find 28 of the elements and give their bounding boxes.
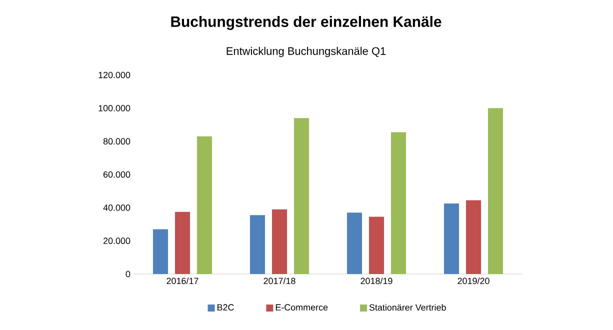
y-tick-label: 0 <box>126 270 130 278</box>
bar <box>197 136 212 274</box>
y-tick-label: 80.000 <box>103 138 130 145</box>
bar <box>347 212 362 274</box>
y-tick-label: 40.000 <box>103 204 130 211</box>
bar <box>294 118 310 274</box>
legend-label: Stationärer Vertrieb <box>369 304 446 311</box>
legend-label: B2C <box>218 304 234 311</box>
x-tick-label: 2019/20 <box>458 278 490 284</box>
y-tick-label: 60.000 <box>104 171 130 178</box>
bar <box>369 216 384 274</box>
bar <box>153 229 168 274</box>
bar <box>175 212 190 274</box>
bar <box>391 132 406 274</box>
bar <box>444 204 460 274</box>
bar <box>488 108 504 274</box>
x-tick-label: 2016/17 <box>166 278 198 284</box>
chart-subtitle: Entwicklung Buchungskanäle Q1 <box>226 46 386 58</box>
x-tick-label: 2018/19 <box>360 278 392 284</box>
y-tick-label: 100.000 <box>98 104 130 112</box>
bar <box>250 215 266 274</box>
legend-label: E-Commerce <box>276 304 328 311</box>
chart-title: Buchungstrends der einzelnen Kanäle <box>171 16 442 30</box>
bar <box>272 209 288 274</box>
bar <box>466 200 482 274</box>
y-tick-label: 120.000 <box>98 72 130 78</box>
y-tick-label: 20.000 <box>104 238 130 244</box>
x-tick-label: 2017/18 <box>264 278 296 284</box>
